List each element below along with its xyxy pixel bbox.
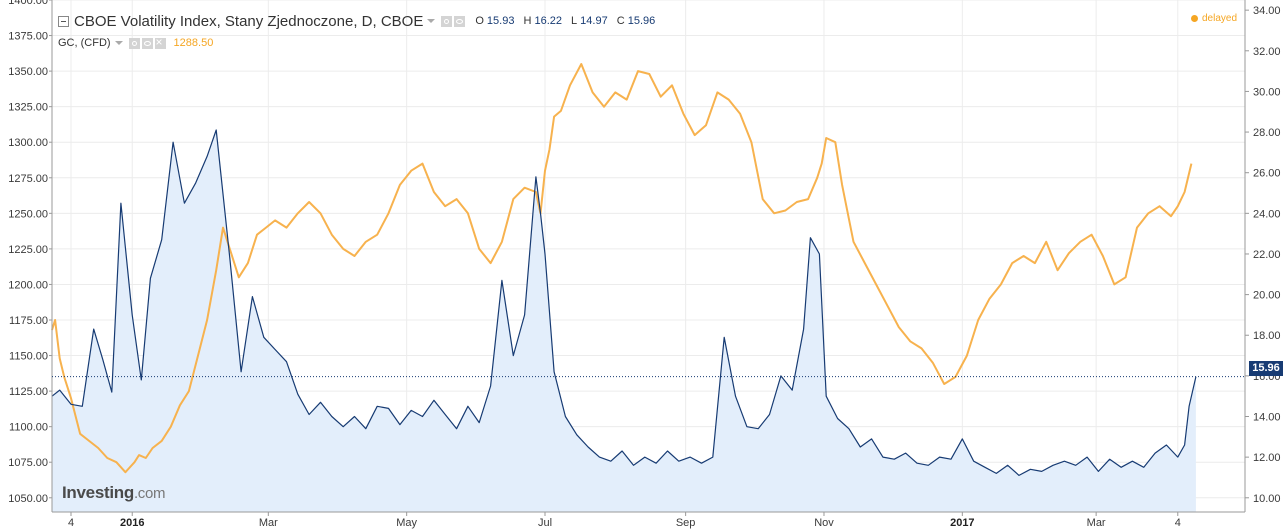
left-axis-tick-label: 1050.00	[8, 493, 48, 505]
series-title: CBOE Volatility Index, Stany Zjednoczone…	[74, 12, 424, 30]
x-axis-tick-label: Sep	[676, 517, 696, 529]
right-axis-tick-label: 24.00	[1253, 208, 1281, 220]
x-axis-tick-label: Mar	[1087, 517, 1106, 529]
left-axis-tick-label: 1175.00	[9, 315, 48, 327]
x-axis-tick-label: Jul	[538, 517, 552, 529]
investing-logo: Investing.com	[62, 483, 166, 503]
x-axis-tick-label: 2017	[950, 517, 974, 529]
settings-icon[interactable]	[441, 15, 453, 27]
ohlc-key: H	[523, 15, 532, 27]
vix-area	[52, 130, 1196, 512]
left-axis-tick-label: 1250.00	[8, 208, 48, 220]
left-axis-tick-label: 1150.00	[9, 351, 48, 363]
right-axis-tick-label: 28.00	[1253, 127, 1281, 139]
x-axis-tick-label: Nov	[814, 517, 834, 529]
left-axis-tick-label: 1075.00	[8, 457, 48, 469]
delayed-label: delayed	[1202, 13, 1238, 24]
right-axis-tick-label: 18.00	[1253, 330, 1281, 342]
left-axis-tick-label: 1200.00	[8, 279, 48, 291]
x-axis-tick-label: 4	[68, 517, 74, 529]
right-axis-tick-label: 22.00	[1253, 249, 1281, 261]
left-axis-ticks: 1400.00 1375.00 1350.00 1325.00 1300.00 1275.…	[8, 0, 52, 505]
close-icon[interactable]	[154, 35, 166, 49]
last-value-badge: 15.96	[1249, 361, 1283, 376]
gold-series-layer	[51, 63, 1193, 474]
right-axis-tick-label: 30.00	[1253, 86, 1281, 98]
right-axis-tick-label: 26.00	[1253, 168, 1281, 180]
chevron-down-icon[interactable]	[427, 19, 436, 23]
ohlc-key: C	[616, 15, 625, 27]
x-axis-ticks: 4 2016 Mar May Jul Sep Nov 2017 Mar 4	[68, 512, 1181, 529]
left-axis-tick-label: 1100.00	[9, 422, 48, 434]
ohlc-high: 16.22	[534, 15, 562, 27]
ohlc-key: L	[571, 15, 578, 27]
visibility-icon[interactable]	[141, 37, 153, 49]
collapse-icon[interactable]	[58, 15, 69, 27]
left-axis-tick-label: 1275.00	[8, 173, 48, 185]
left-axis-tick-label: 1350.00	[8, 66, 48, 78]
chevron-down-icon[interactable]	[114, 41, 123, 45]
vix-series-line	[51, 129, 1197, 476]
vix-series-layer	[51, 129, 1197, 476]
left-axis-tick-label: 1125.00	[9, 386, 48, 398]
x-axis-tick-label: Mar	[259, 517, 278, 529]
vix-area-layer	[52, 130, 1196, 512]
left-axis-tick-label: 1300.00	[8, 137, 48, 149]
left-axis-tick-label: 1375.00	[8, 31, 48, 43]
overlay-series-legend: GC, (CFD) 1288.50	[58, 34, 661, 52]
overlay-value: 1288.50	[173, 37, 214, 49]
left-axis-tick-label: 1400.00	[8, 0, 48, 7]
logo-suffix: .com	[133, 485, 166, 502]
ohlc-key: O	[475, 15, 484, 27]
x-axis-tick-label: May	[396, 517, 417, 529]
right-axis-tick-label: 10.00	[1253, 493, 1281, 505]
right-axis-tick-label: 12.00	[1253, 452, 1281, 464]
overlay-symbol: GC, (CFD)	[58, 37, 111, 49]
ohlc-open: 15.93	[486, 15, 515, 27]
gold-series-line	[51, 63, 1193, 474]
delayed-indicator: delayed	[1191, 13, 1237, 24]
status-dot-icon	[1191, 15, 1198, 22]
right-axis-tick-label: 20.00	[1253, 290, 1281, 302]
settings-icon[interactable]	[128, 37, 140, 49]
ohlc-values: O 15.93 H 16.22 L 14.97 C 15.96	[475, 15, 661, 27]
right-axis-tick-label: 34.00	[1253, 5, 1281, 17]
x-axis-tick-label: 4	[1175, 517, 1181, 529]
ohlc-close: 15.96	[627, 15, 656, 27]
left-axis-tick-label: 1225.00	[8, 244, 48, 256]
logo-name: Investing	[62, 483, 134, 502]
chart-legend: CBOE Volatility Index, Stany Zjednoczone…	[58, 10, 661, 52]
right-axis-tick-label: 32.00	[1253, 46, 1281, 58]
right-axis-ticks: 34.00 32.00 30.00 28.00 26.00 24.00 22.00 20.00…	[1245, 5, 1281, 505]
main-series-legend: CBOE Volatility Index, Stany Zjednoczone…	[58, 10, 661, 32]
right-axis-tick-label: 14.00	[1253, 412, 1281, 424]
visibility-icon[interactable]	[454, 15, 466, 27]
ohlc-low: 14.97	[580, 15, 608, 27]
x-axis-tick-label: 2016	[120, 517, 144, 529]
left-axis-tick-label: 1325.00	[8, 102, 48, 114]
